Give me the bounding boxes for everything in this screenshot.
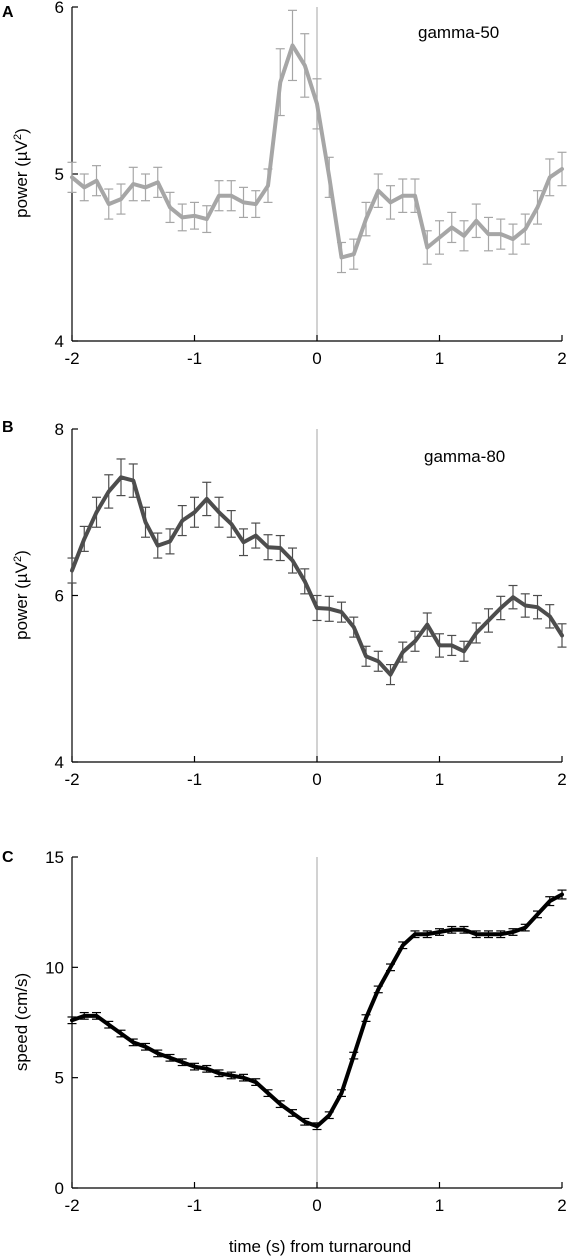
x-tick-label: -1 [187, 770, 202, 789]
y-tick-label: 4 [55, 753, 64, 772]
y-tick-label: 5 [55, 1069, 64, 1088]
x-tick-label: 2 [557, 770, 566, 789]
y-tick-label: 5 [55, 165, 64, 184]
x-tick-label: 1 [435, 1196, 444, 1215]
x-axis-label: time (s) from turnaround [229, 1237, 411, 1256]
x-tick-label: 0 [312, 1196, 321, 1215]
y-tick-label: 8 [55, 420, 64, 439]
x-tick-label: -2 [64, 349, 79, 368]
y-tick-label: 10 [45, 958, 64, 977]
x-tick-label: 2 [557, 1196, 566, 1215]
y-tick-label: 6 [55, 587, 64, 606]
x-tick-label: -1 [187, 349, 202, 368]
x-tick-label: 2 [557, 349, 566, 368]
panel-c-label: C [2, 849, 14, 866]
series-line [70, 475, 564, 677]
x-tick-label: -2 [64, 770, 79, 789]
x-tick-label: 1 [435, 349, 444, 368]
panel-a-plot: 4 5 6 -2 -1 0 1 2 [55, 0, 567, 368]
panel-b-ylabel: power (µV2) [12, 550, 31, 640]
x-tick-label: 0 [312, 770, 321, 789]
panel-a-ylabel: power (µV2) [12, 128, 31, 218]
panel-a-label: A [2, 4, 14, 21]
panel-a-annotation: gamma-50 [418, 23, 499, 42]
series-line [70, 892, 564, 1129]
y-tick-label: 6 [55, 0, 64, 17]
panel-b: B gamma-80 power (µV2) 4 6 8 -2 -1 0 1 2 [2, 419, 567, 789]
panel-c: C speed (cm/s) 0 5 10 15 -2 -1 0 1 2 [2, 848, 567, 1215]
y-tick-label: 0 [55, 1179, 64, 1198]
x-tick-label: 1 [435, 770, 444, 789]
panel-c-ylabel: speed (cm/s) [12, 973, 31, 1071]
panel-b-label: B [2, 419, 14, 436]
panel-b-plot: 4 6 8 -2 -1 0 1 2 [55, 420, 567, 789]
y-tick-label: 15 [45, 848, 64, 867]
x-tick-label: -1 [187, 1196, 202, 1215]
panel-c-plot: 0 5 10 15 -2 -1 0 1 2 [45, 848, 567, 1215]
x-tick-label: 0 [312, 349, 321, 368]
x-tick-label: -2 [64, 1196, 79, 1215]
series-line [70, 43, 564, 260]
y-tick-label: 4 [55, 332, 64, 351]
panel-b-annotation: gamma-80 [424, 447, 505, 466]
panel-a: A gamma-50 power (µV2) 4 5 6 -2 -1 0 1 2 [2, 0, 567, 368]
